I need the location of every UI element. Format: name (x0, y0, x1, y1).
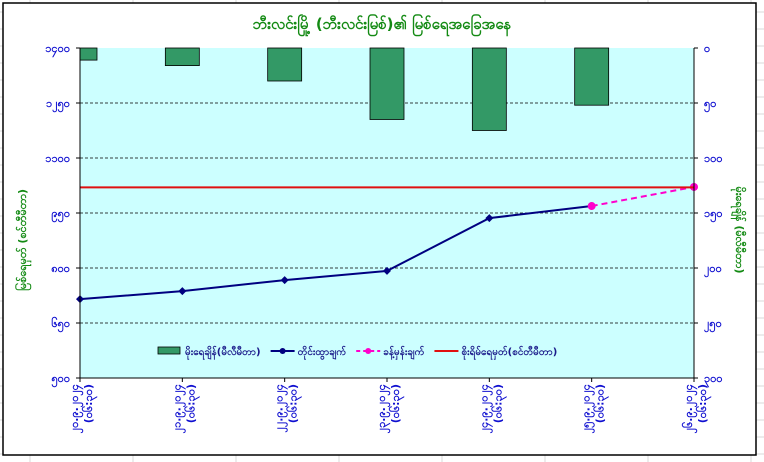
observed-point (178, 287, 187, 296)
x-tick-label: ၂၀.၉.၂၀၂၄ (68, 384, 84, 433)
forecast-point (587, 202, 596, 211)
legend-marker (279, 348, 286, 354)
forecast-line (591, 185, 695, 208)
rainfall-bar (369, 47, 405, 120)
x-tick-label: (၀၆:၃၀) (696, 384, 712, 423)
left-tick-label: ၁၄၀၀ (45, 42, 70, 58)
observed-point (383, 266, 391, 275)
right-tick-label: ၀ (704, 42, 710, 55)
left-tick-label: ၁၁၀၀ (45, 152, 70, 165)
legend-swatch-rainfall (157, 346, 181, 355)
x-tick-label: (၀၆:၃၀) (389, 384, 405, 423)
x-tick-label: ၂၁.၉.၂၀၂၄ (170, 384, 186, 433)
rainfall-bar (164, 47, 200, 67)
rainfall-bar (471, 47, 507, 131)
legend-label: မိုးရေချိန်(မီလီမီတာ) (185, 345, 261, 361)
right-tick-label: ၁၅၀ (704, 207, 723, 223)
x-tick-label: ၂၂.၉.၂၀၂၄ (273, 384, 289, 433)
left-tick-label: ၅၀၀ (51, 372, 70, 388)
legend-label: တိုင်းထွာချက် (298, 345, 347, 361)
observed-point (485, 214, 494, 223)
left-tick-label: ၁၂၅၀ (46, 97, 70, 113)
x-tick-label: (၀၆:၃၀) (82, 384, 98, 423)
x-tick-label: ၂၆.၉.၂၀၂၄ (682, 384, 698, 433)
right-tick-label: ၅၀ (704, 97, 716, 113)
right-tick-label: ၂၀၀ (704, 262, 722, 278)
left-tick-label: ၈၀၀ (51, 262, 70, 275)
x-tick-label: ၂၅.၉.၂၀၂၄ (580, 384, 596, 433)
legend-label: ခန့်မှန်းချက် (383, 345, 424, 361)
observed-point (280, 276, 289, 285)
x-tick-label: ၂၃.၉.၂၀၂၄ (375, 384, 391, 433)
rainfall-bar (79, 47, 98, 61)
legend-marker (365, 348, 372, 354)
right-tick-label: ၃၀၀ (704, 372, 723, 388)
right-tick-label: ၁၀၀ (704, 152, 723, 165)
legend: မိုးရေချိန်(မီလီမီတာ) တိုင်းထွာချက် ခန့်မှ… (157, 345, 557, 361)
right-axis-label: မိုးရေချိန် (မီလီမီတာ) (730, 187, 747, 274)
x-tick-label: ၂၄.၉.၂၀၂၄ (477, 384, 493, 433)
observed-line (79, 205, 592, 301)
x-tick-label: (၀၆:၃၀) (184, 384, 200, 423)
rainfall-bar (267, 47, 303, 82)
left-tick-label: ၉၅၀ (51, 207, 70, 223)
left-tick-label: ၆၅၀ (51, 317, 70, 333)
rainfall-bar (574, 47, 610, 106)
legend-label: စိုးရိမ်ရေမှတ်(စင်တီမီတာ) (461, 345, 557, 361)
x-tick-label: (၀၆:၃၀) (287, 384, 303, 423)
x-tick-label: (၀၆:၃၀) (491, 384, 507, 423)
left-axis-label: မြစ်ရေမှတ် (စင်တီမီတာ) (14, 189, 32, 291)
x-tick-label: (၀၆:၃၀) (594, 384, 610, 423)
right-tick-label: ၂၅၀ (704, 317, 722, 333)
